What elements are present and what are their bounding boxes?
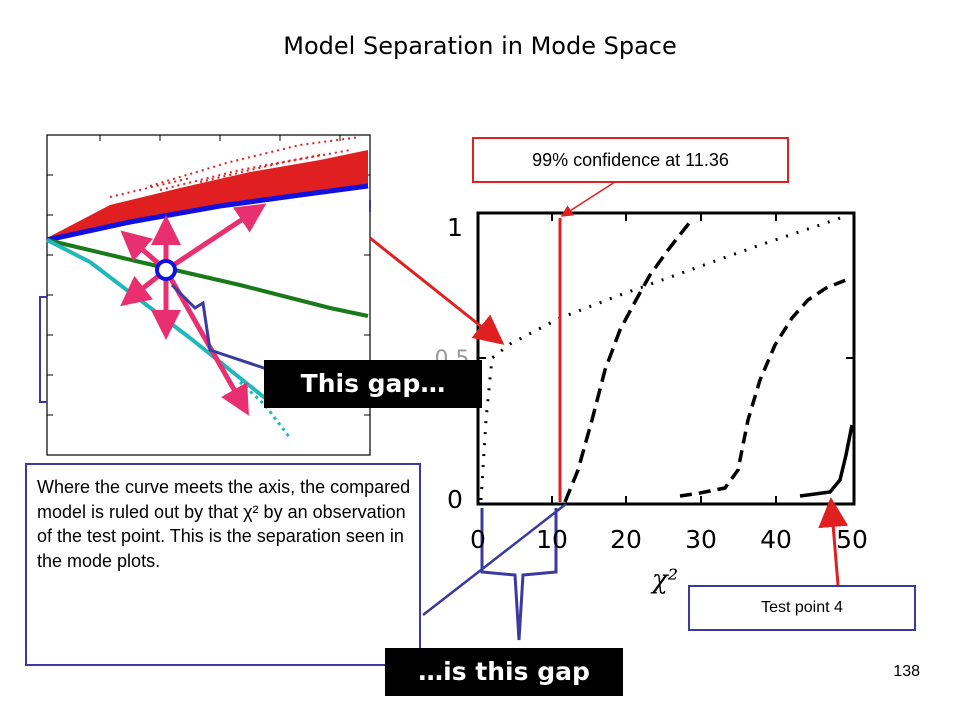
y-tick-1: 1	[447, 213, 463, 242]
test-point-marker	[155, 259, 177, 281]
cdf-curve-dotted	[479, 214, 847, 501]
explain-pointer	[422, 503, 567, 616]
blue-mode-band	[46, 183, 369, 243]
confidence-pointer	[560, 179, 619, 217]
cdf-plot-frame	[476, 211, 856, 506]
mode-to-cdf-arrow	[369, 236, 505, 345]
explanation-callout: Where the curve meets the axis, the comp…	[25, 463, 421, 666]
test-point-arrow	[818, 497, 849, 586]
y-tick-0: 0	[447, 485, 463, 514]
x-tick-0: 0	[470, 525, 486, 554]
green-mode-band	[46, 238, 369, 318]
x-tick-10: 10	[536, 525, 568, 554]
x-tick-50: 50	[836, 525, 868, 554]
cdf-curve-model-2	[563, 220, 692, 503]
x-axis-chi-squared-label: χ²	[650, 565, 678, 595]
confidence-label-box: 99% confidence at 11.36	[472, 137, 789, 183]
x-tick-30: 30	[685, 525, 717, 554]
cdf-ticks	[478, 213, 854, 504]
x-tick-40: 40	[760, 525, 792, 554]
slide-title: Model Separation in Mode Space	[283, 32, 677, 60]
test-point-label-box: Test point 4	[688, 585, 916, 631]
gap-label-is-this-gap: …is this gap	[385, 648, 623, 696]
cdf-curve-model-4	[799, 424, 854, 498]
hidden-box-edge	[39, 296, 47, 403]
cdf-plot	[476, 211, 856, 506]
x-tick-20: 20	[610, 525, 642, 554]
page-number: 138	[893, 663, 920, 680]
gap-brace-2	[480, 508, 558, 641]
red-mode-band	[47, 136, 368, 242]
cdf-curve-model-3	[679, 278, 847, 498]
gap-brace-1	[170, 283, 271, 372]
gap-label-this-gap: This gap…	[264, 360, 482, 408]
mode-plot-ticks	[47, 135, 370, 416]
